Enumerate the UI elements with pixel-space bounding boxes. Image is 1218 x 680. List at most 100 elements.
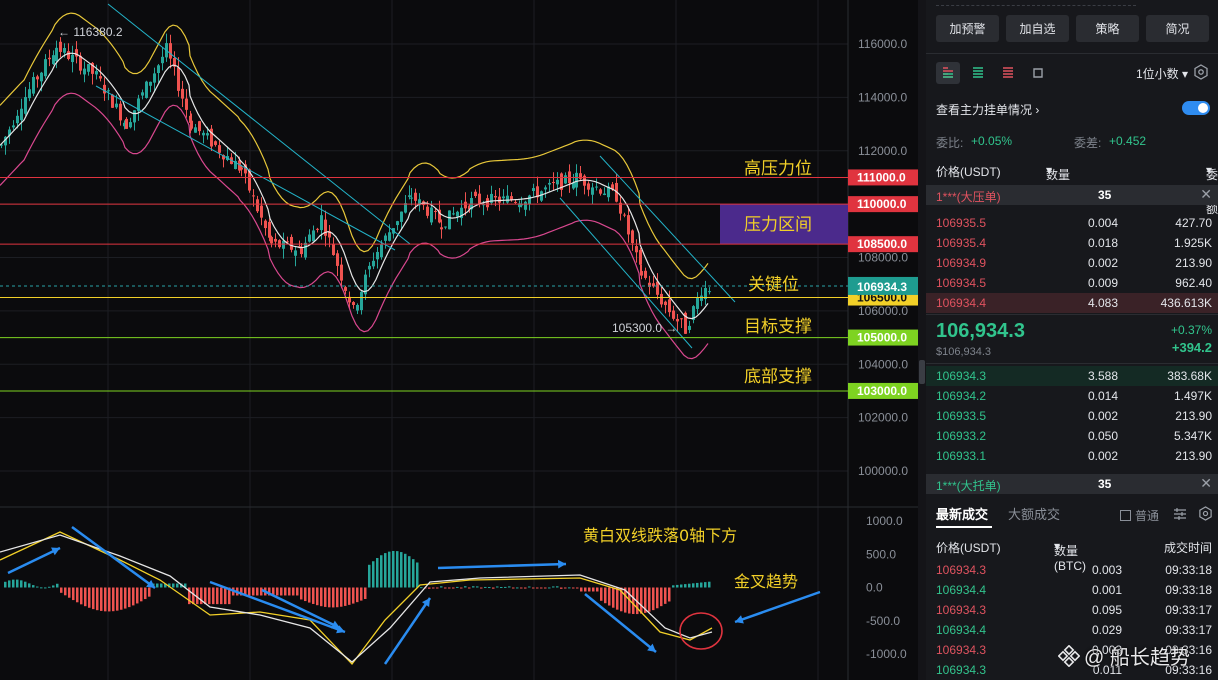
- tab-large-trades[interactable]: 大额成交: [1008, 507, 1061, 522]
- macd-bar: [604, 587, 607, 604]
- blue-arrow-icon: [71, 525, 156, 590]
- macd-bar: [380, 555, 383, 588]
- overview-button[interactable]: 简况: [1146, 15, 1209, 42]
- macd-bar: [600, 587, 603, 601]
- macd-bar: [376, 558, 379, 588]
- arrowhead-icon: [331, 620, 340, 629]
- candle-body: [222, 155, 225, 160]
- settings-icon[interactable]: [1198, 506, 1213, 521]
- macd-bar: [112, 587, 115, 612]
- diff-label: 委差:: [1074, 136, 1102, 150]
- macd-bar: [568, 587, 571, 589]
- macd-bar: [100, 587, 103, 611]
- trade-row[interactable]: 106934.3 0.003 09:33:16: [926, 640, 1218, 660]
- price-axis-label: 102000.0: [858, 411, 908, 425]
- candle-body: [63, 48, 66, 53]
- watermark: @ 船长趋势: [1058, 641, 1190, 670]
- candle-body: [181, 88, 184, 99]
- macd-bar: [220, 587, 223, 605]
- bid-row[interactable]: 106934.2 0.014 1.497K: [926, 386, 1218, 406]
- trade-header-qty[interactable]: 数量(BTC) ▾: [1054, 539, 1086, 573]
- ask-row[interactable]: 106935.5 0.004 427.70: [926, 213, 1218, 233]
- add-alert-button[interactable]: 加预警: [936, 15, 999, 42]
- macd-bar: [508, 586, 511, 588]
- macd-bar: [640, 587, 643, 614]
- ask-qty: 0.004: [1087, 216, 1118, 230]
- candle-body: [548, 182, 551, 185]
- macd-bar: [668, 587, 671, 602]
- candle-body: [111, 94, 114, 108]
- trade-qty: 0.003: [1091, 563, 1122, 577]
- panel-splitter[interactable]: [918, 0, 926, 680]
- trade-row[interactable]: 106934.4 0.001 09:33:18: [926, 580, 1218, 600]
- candle-body: [644, 270, 647, 278]
- ask-qty: 0.018: [1087, 236, 1118, 250]
- ask-amount: 427.70: [1175, 216, 1212, 230]
- current-price-tag-label: 106934.3: [857, 280, 907, 294]
- candle-body: [696, 297, 699, 309]
- fullscreen-view-icon[interactable]: [1026, 62, 1050, 84]
- candle-body: [234, 160, 237, 170]
- bid-qty: 3.588: [1087, 369, 1118, 383]
- trade-row[interactable]: 106934.3 0.011 09:33:16: [926, 660, 1218, 680]
- close-icon[interactable]: ✕: [1200, 475, 1212, 491]
- macd-bar: [32, 585, 35, 588]
- asks-only-view-icon[interactable]: [996, 62, 1020, 84]
- header-amount[interactable]: 委托额 ▾: [1205, 163, 1218, 216]
- trade-row[interactable]: 106934.4 0.029 09:33:17: [926, 620, 1218, 640]
- depth-link[interactable]: 查看主力挂单情况 ›: [936, 101, 1039, 118]
- candle-body: [611, 184, 614, 190]
- splitter-handle[interactable]: [919, 360, 925, 384]
- kline-chart[interactable]: 116000.0 114000.0 112000.0 110000.0 108000.0…: [0, 0, 918, 680]
- both-sides-view-icon[interactable]: [936, 62, 960, 84]
- big-bid-banner[interactable]: 1***(大托单) 35 ✕: [926, 474, 1218, 494]
- ask-row[interactable]: 106934.5 0.009 962.40: [926, 273, 1218, 293]
- candle-body: [189, 115, 192, 123]
- macd-bar: [460, 587, 463, 589]
- ask-amount: 1.925K: [1173, 236, 1212, 250]
- candle-body: [426, 206, 429, 216]
- bids-only-view-icon[interactable]: [966, 62, 990, 84]
- candle-body: [274, 238, 277, 242]
- bid-row[interactable]: 106933.5 0.002 213.90: [926, 406, 1218, 426]
- trade-row[interactable]: 106934.3 0.003 09:33:18: [926, 560, 1218, 580]
- kline-chart-area[interactable]: 116000.0 114000.0 112000.0 110000.0 108000.0…: [0, 0, 918, 680]
- annotation-pressure-zone: 压力区间: [744, 215, 812, 235]
- macd-bar: [200, 587, 203, 605]
- blue-arrow-icon: [584, 593, 657, 653]
- strategy-button[interactable]: 策略: [1076, 15, 1139, 42]
- candle-body: [270, 236, 273, 244]
- arrowhead-icon: [51, 547, 60, 556]
- annotation-key-level: 关键位: [748, 275, 799, 295]
- macd-axis-label: 0.0: [866, 581, 883, 595]
- candle-body: [414, 192, 417, 201]
- macd-bar: [176, 583, 179, 588]
- close-icon[interactable]: ✕: [1200, 186, 1212, 202]
- macd-bar: [388, 551, 391, 588]
- candle-body: [591, 187, 594, 195]
- tab-latest-trades[interactable]: 最新成交: [936, 507, 989, 522]
- macd-bar: [580, 587, 583, 592]
- candle-body: [99, 76, 102, 79]
- settings-icon[interactable]: [1193, 64, 1209, 80]
- ask-row[interactable]: 106935.4 0.018 1.925K: [926, 233, 1218, 253]
- big-ask-banner[interactable]: 1***(大压单) 35 ✕: [926, 185, 1218, 205]
- bid-row[interactable]: 106934.3 3.588 383.68K: [926, 366, 1218, 386]
- golden-cross-circle: [679, 612, 723, 650]
- normal-filter-checkbox[interactable]: 普通: [1120, 507, 1159, 524]
- bid-row[interactable]: 106933.2 0.050 5.347K: [926, 426, 1218, 446]
- header-qty[interactable]: 数量 (BTC) ▾: [1046, 163, 1078, 197]
- ask-row[interactable]: 106934.4 4.083 436.613K: [926, 293, 1218, 313]
- macd-bar: [544, 587, 547, 589]
- decimal-select[interactable]: 1位小数 ▾: [1136, 65, 1188, 82]
- price-axis-label: 116000.0: [858, 37, 907, 51]
- trade-row[interactable]: 106934.3 0.095 09:33:17: [926, 600, 1218, 620]
- header-price: 价格(USDT): [936, 165, 1001, 179]
- ask-row[interactable]: 106934.9 0.002 213.90: [926, 253, 1218, 273]
- filter-icon[interactable]: [1173, 507, 1187, 521]
- bid-row[interactable]: 106933.1 0.002 213.90: [926, 446, 1218, 466]
- depth-toggle[interactable]: [1182, 101, 1210, 115]
- candle-body: [494, 195, 497, 198]
- add-watchlist-button[interactable]: 加自选: [1006, 15, 1069, 42]
- macd-bar: [456, 586, 459, 588]
